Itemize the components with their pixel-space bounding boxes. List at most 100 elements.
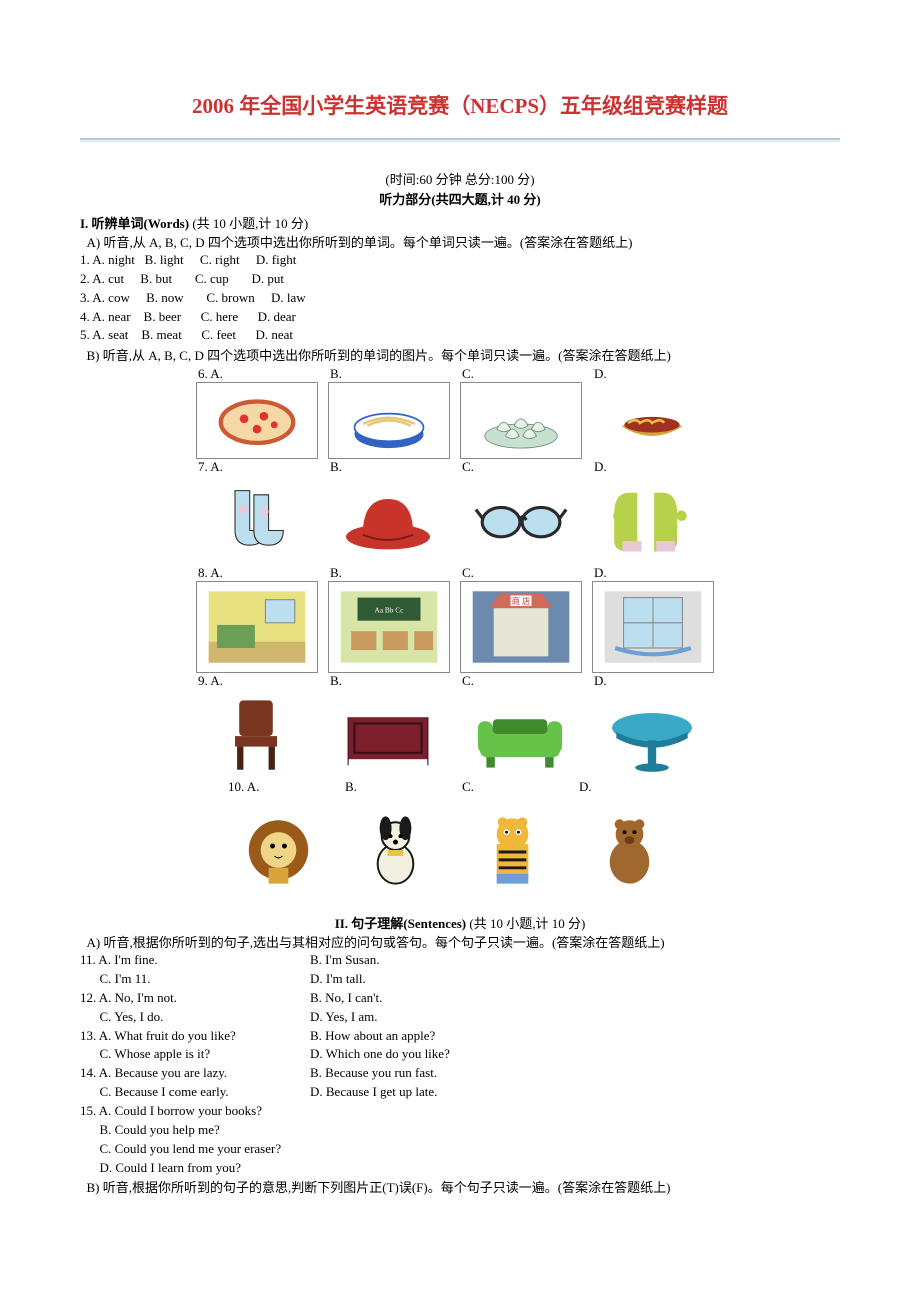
image-option-label: C. [462, 366, 474, 382]
question-option: D. Because I get up late. [310, 1083, 437, 1102]
image-question-row: 6. A. B. C. D. [196, 366, 724, 459]
shop-icon: 商 店 [460, 581, 582, 673]
meta-block: (时间:60 分钟 总分:100 分) 听力部分(共四大题,计 40 分) [80, 170, 840, 209]
question-option: D. Could I learn from you? [80, 1159, 310, 1178]
question-option: 11. A. I'm fine. [80, 951, 310, 970]
question-row: 12. A. No, I'm not.B. No, I can't. [80, 989, 840, 1008]
bear-icon [577, 795, 682, 905]
section1-head-prefix: I. 听辨单词(Words) [80, 216, 192, 231]
image-option-label: C. [462, 565, 474, 581]
mittens-icon [592, 475, 712, 565]
dumplings-icon [460, 382, 582, 459]
image-option: C. [460, 459, 592, 565]
image-option: D. [577, 779, 694, 905]
table-icon [592, 689, 712, 779]
image-option: 9. A. [196, 673, 328, 779]
question-row: 4. A. near B. beer C. here D. dear [80, 308, 840, 327]
image-option-label: 8. A. [198, 565, 223, 581]
question-option: C. Because I come early. [80, 1083, 310, 1102]
image-option-label: C. [462, 673, 474, 689]
bedroom-icon [196, 581, 318, 673]
tiger-icon [460, 795, 565, 905]
section2-head-suffix: (共 10 小题,计 10 分) [469, 916, 585, 931]
question-row: 1. A. night B. light C. right D. fight [80, 251, 840, 270]
image-option-label: B. [330, 366, 342, 382]
image-option: B. [328, 673, 460, 779]
image-option-label: D. [594, 459, 607, 475]
question-option: D. Yes, I am. [310, 1008, 378, 1027]
image-option-label: B. [345, 779, 357, 795]
window-icon [592, 581, 714, 673]
image-option: C. [460, 673, 592, 779]
image-option: C. [460, 366, 592, 459]
question-option: C. Could you lend me your eraser? [80, 1140, 310, 1159]
question-row: C. Because I come early.D. Because I get… [80, 1083, 840, 1102]
image-option-label: B. [330, 459, 342, 475]
question-row: 3. A. cow B. now C. brown D. law [80, 289, 840, 308]
image-question-row: 8. A.B.Aa Bb CcC.商 店D. [196, 565, 724, 673]
section2-head-prefix: II. 句子理解(Sentences) [335, 916, 470, 931]
question-row: C. Could you lend me your eraser? [80, 1140, 840, 1159]
image-option: D. [592, 366, 724, 457]
section2-partA-questions: 11. A. I'm fine.B. I'm Susan. C. I'm 11.… [80, 951, 840, 1177]
question-option: C. I'm 11. [80, 970, 310, 989]
question-row: 5. A. seat B. meat C. feet D. neat [80, 326, 840, 345]
exam-page: 2006 年全国小学生英语竞赛（NECPS）五年级组竞赛样题 (时间:60 分钟… [0, 0, 920, 1236]
question-option: D. Which one do you like? [310, 1045, 450, 1064]
image-option-label: 9. A. [198, 673, 223, 689]
question-option: D. I'm tall. [310, 970, 366, 989]
question-row: 14. A. Because you are lazy.B. Because y… [80, 1064, 840, 1083]
section1-partB-images: 6. A.B.C.D.7. A.B.C.D.8. A.B.Aa Bb CcC.商… [80, 366, 840, 905]
horizontal-rule [80, 138, 840, 142]
image-option-label: C. [462, 779, 474, 795]
sofa-icon [460, 689, 580, 779]
image-option-label: D. [579, 779, 592, 795]
section1-partA-instr: A) 听音,从 A, B, C, D 四个选项中选出你所听到的单词。每个单词只读… [80, 232, 840, 251]
image-option-label: C. [462, 459, 474, 475]
image-option-label: 10. A. [228, 779, 259, 795]
question-option: 12. A. No, I'm not. [80, 989, 310, 1008]
socks-icon [196, 475, 316, 565]
svg-text:Aa Bb Cc: Aa Bb Cc [375, 606, 405, 615]
question-row: 13. A. What fruit do you like?B. How abo… [80, 1027, 840, 1046]
image-option: B. [328, 366, 460, 459]
question-row: C. I'm 11.D. I'm tall. [80, 970, 840, 989]
image-option: B. [343, 779, 460, 905]
image-option: B. [328, 459, 460, 565]
time-score-line: (时间:60 分钟 总分:100 分) [80, 170, 840, 190]
image-option: D. [592, 459, 724, 565]
section2-partA-instr: A) 听音,根据你所听到的句子,选出与其相对应的问句或答句。每个句子只读一遍。(… [80, 932, 840, 951]
image-option-label: 6. A. [198, 366, 223, 382]
image-option: C.商 店 [460, 565, 592, 673]
image-question-row: 7. A. B. C. D. [196, 459, 724, 565]
image-option: 7. A. [196, 459, 328, 565]
section1-partB-instr: B) 听音,从 A, B, C, D 四个选项中选出你所听到的单词的图片。每个单… [80, 345, 840, 364]
image-option-label: 7. A. [198, 459, 223, 475]
question-option: B. I'm Susan. [310, 951, 380, 970]
question-row: D. Could I learn from you? [80, 1159, 840, 1178]
image-option-label: B. [330, 565, 342, 581]
glasses-icon [460, 475, 580, 565]
classroom-icon: Aa Bb Cc [328, 581, 450, 673]
image-option: 6. A. [196, 366, 328, 459]
lion-icon [226, 795, 331, 905]
noodle-icon [328, 382, 450, 459]
image-option: 8. A. [196, 565, 328, 673]
question-option: B. No, I can't. [310, 989, 382, 1008]
image-question-row: 9. A.B.C.D. [196, 673, 724, 779]
hat-icon [328, 475, 448, 565]
question-row: 2. A. cut B. but C. cup D. put [80, 270, 840, 289]
image-option: C. [460, 779, 577, 905]
section1-head-suffix: (共 10 小题,计 10 分) [192, 216, 308, 231]
pizza-icon [196, 382, 318, 459]
question-option: C. Whose apple is it? [80, 1045, 310, 1064]
rug-icon [328, 689, 448, 779]
page-title: 2006 年全国小学生英语竞赛（NECPS）五年级组竞赛样题 [80, 90, 840, 120]
image-option: B. Aa Bb Cc [328, 565, 460, 673]
section1-partA-questions: 1. A. night B. light C. right D. fight2.… [80, 251, 840, 345]
section2-head: II. 句子理解(Sentences) (共 10 小题,计 10 分) [80, 913, 840, 932]
question-option: B. Because you run fast. [310, 1064, 437, 1083]
hotdog-icon [592, 382, 712, 457]
chair-icon [196, 689, 316, 779]
question-row: B. Could you help me? [80, 1121, 840, 1140]
